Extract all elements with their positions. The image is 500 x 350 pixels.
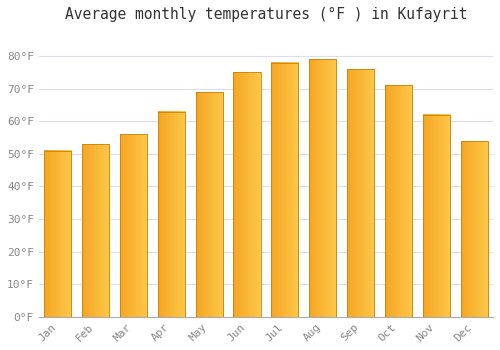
Bar: [309, 60, 336, 317]
Bar: [44, 150, 72, 317]
Bar: [120, 134, 147, 317]
Bar: [158, 112, 185, 317]
Bar: [460, 141, 488, 317]
Bar: [271, 63, 298, 317]
Bar: [234, 72, 260, 317]
Bar: [347, 69, 374, 317]
Bar: [385, 85, 412, 317]
Bar: [196, 92, 223, 317]
Title: Average monthly temperatures (°F ) in Kufayrit: Average monthly temperatures (°F ) in Ku…: [64, 7, 467, 22]
Bar: [82, 144, 109, 317]
Bar: [422, 115, 450, 317]
